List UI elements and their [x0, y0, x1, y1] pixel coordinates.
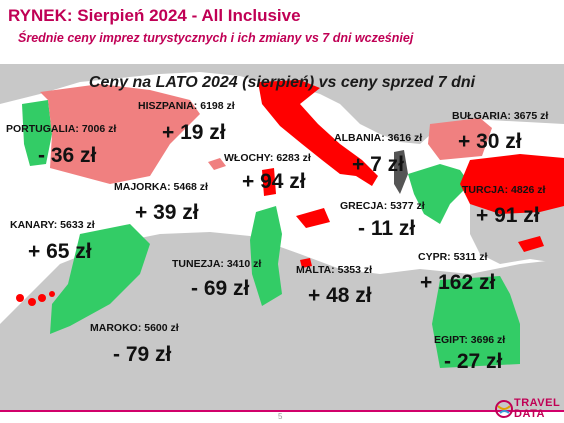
footer-divider [0, 410, 564, 412]
region-tunezja [250, 206, 282, 306]
label-cypr-change: + 162 zł [420, 271, 496, 294]
region-maroko [50, 224, 150, 334]
page-subtitle: Średnie ceny imprez turystycznych i ich … [18, 31, 414, 45]
label-cypr-name: CYPR: 5311 zł [418, 251, 488, 263]
page-number: 5 [278, 412, 283, 421]
label-egipt-name: EGIPT: 3696 zł [434, 334, 506, 346]
label-portugalia-change: - 36 zł [38, 144, 97, 167]
region-cypr [518, 236, 544, 252]
label-egipt-change: - 27 zł [444, 350, 503, 373]
region-wlochy [258, 80, 378, 186]
travel-data-globe-icon [495, 400, 513, 418]
label-maroko-name: MAROKO: 5600 zł [90, 322, 179, 334]
region-portugalia [22, 100, 52, 166]
region-bulgaria [428, 118, 492, 160]
label-maroko-change: - 79 zł [113, 343, 172, 366]
label-majorka-name: MAJORKA: 5468 zł [114, 181, 208, 193]
region-hiszpania [40, 84, 200, 184]
label-bulgaria-change: + 30 zł [458, 130, 522, 153]
label-hiszpania-change: + 19 zł [162, 121, 226, 144]
label-grecja-name: GRECJA: 5377 zł [340, 200, 425, 212]
region-egipt [432, 276, 520, 368]
page-title: RYNEK: Sierpień 2024 - All Inclusive [8, 6, 301, 25]
label-kanary-change: + 65 zł [28, 240, 92, 263]
label-tunezja-change: - 69 zł [191, 277, 250, 300]
label-turcja-name: TURCJA: 4826 zł [462, 184, 546, 196]
label-wlochy-change: + 94 zł [242, 170, 306, 193]
label-tunezja-name: TUNEZJA: 3410 zł [172, 258, 262, 270]
label-portugalia-name: PORTUGALIA: 7006 zł [6, 123, 117, 135]
region-kanary [16, 291, 55, 306]
label-malta-change: + 48 zł [308, 284, 372, 307]
logo-text-travel: TRAVEL [514, 397, 561, 409]
travel-data-logo: TRAVEL DATA [494, 396, 560, 422]
region-grecja [408, 164, 470, 224]
label-malta-name: MALTA: 5353 zł [296, 264, 373, 276]
label-hiszpania-name: HISZPANIA: 6198 zł [138, 100, 235, 112]
label-turcja-change: + 91 zł [476, 204, 540, 227]
africa-land [0, 232, 564, 410]
map-heading: Ceny na LATO 2024 (sierpień) vs ceny spr… [88, 74, 476, 91]
label-albania-change: + 7 zł [352, 153, 404, 176]
label-albania-name: ALBANIA: 3616 zł [334, 132, 423, 144]
region-turcja [460, 154, 564, 214]
label-wlochy-name: WŁOCHY: 6283 zł [224, 152, 311, 164]
map-svg [0, 64, 564, 410]
region-malta [300, 258, 312, 268]
map-area [0, 64, 564, 410]
region-wlochy-sardinia [262, 168, 276, 196]
logo-text-data: DATA [514, 408, 545, 420]
region-albania [394, 150, 408, 194]
label-grecja-change: - 11 zł [358, 217, 416, 240]
label-majorka-change: + 39 zł [135, 201, 199, 224]
region-majorka [208, 158, 226, 170]
europe-land [0, 64, 564, 144]
label-bulgaria-name: BUŁGARIA: 3675 zł [452, 110, 549, 122]
region-wlochy-sicily [296, 208, 330, 228]
label-kanary-name: KANARY: 5633 zł [10, 219, 95, 231]
